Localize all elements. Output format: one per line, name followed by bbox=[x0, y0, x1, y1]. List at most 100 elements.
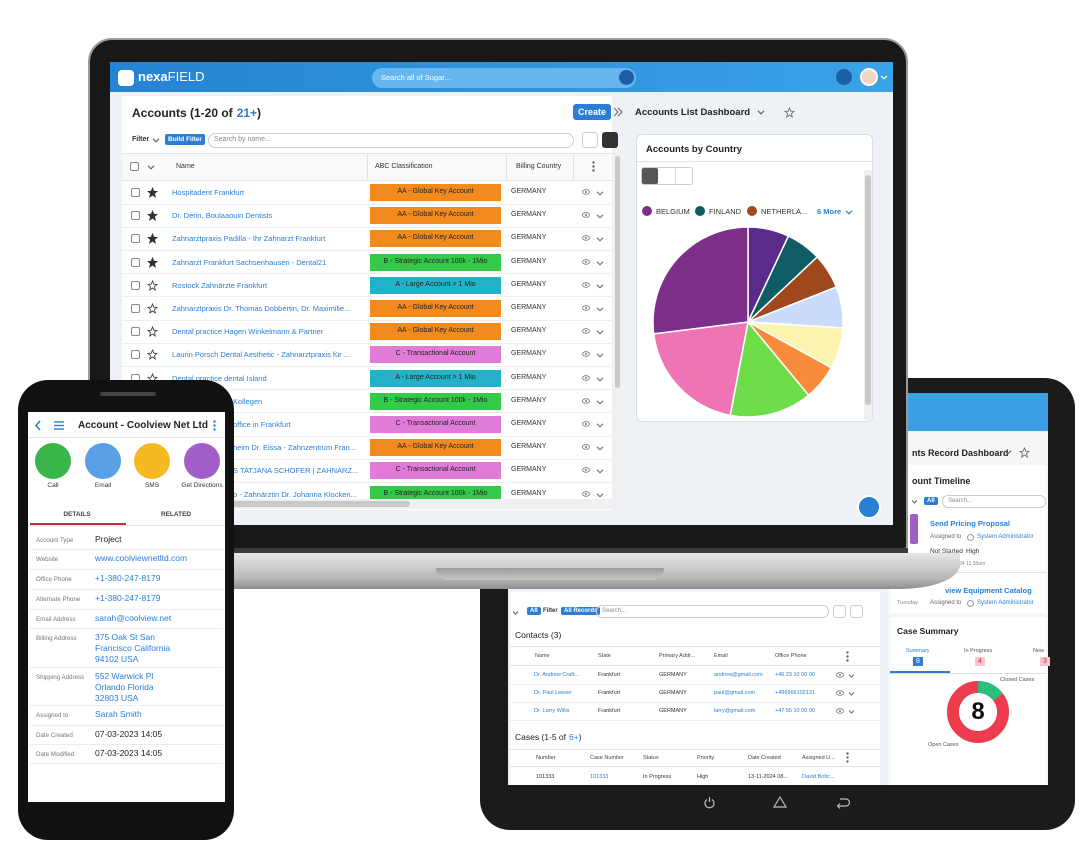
column-header: State bbox=[598, 653, 611, 659]
timeline-item-title[interactable]: Send Pricing Proposal bbox=[930, 519, 1011, 528]
chevron bbox=[596, 446, 604, 451]
list-button[interactable] bbox=[850, 605, 863, 618]
menu-icon bbox=[54, 421, 64, 430]
checkbox[interactable] bbox=[131, 257, 140, 267]
account-name[interactable]: Hospitadent Frankfurt bbox=[172, 188, 245, 197]
help-button[interactable] bbox=[857, 495, 881, 519]
account-name[interactable]: heim Dr. Eissa - Zahnzentrum Fran... bbox=[233, 443, 356, 453]
eye-icon bbox=[582, 421, 590, 427]
contact-link[interactable]: Dr. Andrew Craft... bbox=[534, 672, 579, 678]
cases-title-text: Cases (1-5 of bbox=[515, 732, 567, 742]
all-records-button[interactable]: All Records bbox=[561, 607, 601, 615]
home-icon bbox=[772, 795, 788, 808]
row-separator bbox=[122, 203, 612, 205]
account-name[interactable]: Zahnarzt Frankfurt Sachsenhausen - Denta… bbox=[172, 257, 327, 267]
account-name[interactable]: S TATJANA SCHOFER | ZAHNARZ... bbox=[233, 466, 359, 476]
case-tab-label[interactable]: New bbox=[1033, 648, 1045, 654]
checkbox[interactable] bbox=[130, 162, 139, 171]
field-value[interactable]: Sarah Smith bbox=[95, 709, 142, 719]
records-search[interactable] bbox=[596, 605, 829, 618]
account-name[interactable]: Dr. Derin, Boulaaouin Dentists bbox=[172, 211, 273, 221]
eye-icon bbox=[582, 398, 590, 404]
account-name[interactable]: Zahnarztpraxis Dr. Thomas Dobbertin, Dr.… bbox=[172, 304, 351, 313]
checkbox[interactable] bbox=[131, 350, 140, 360]
field-label: Office Phone bbox=[36, 576, 72, 583]
legend-more[interactable]: 6 More bbox=[817, 207, 842, 216]
field-separator bbox=[30, 549, 223, 550]
card-divider bbox=[636, 161, 873, 162]
contact-link[interactable]: Dr. Paul Leeser bbox=[534, 690, 572, 696]
country: GERMANY bbox=[511, 188, 547, 195]
case-tab-label[interactable]: Summary bbox=[906, 648, 930, 654]
kebab-icon bbox=[846, 752, 849, 763]
pie-slice bbox=[729, 320, 810, 418]
create-button[interactable]: Create bbox=[573, 104, 612, 120]
assignee[interactable]: System Administrator bbox=[977, 600, 1034, 606]
global-search[interactable] bbox=[372, 68, 636, 88]
filter-button[interactable] bbox=[677, 168, 693, 184]
country: GERMANY bbox=[511, 327, 547, 335]
bell-button[interactable] bbox=[836, 69, 852, 85]
checkbox[interactable] bbox=[131, 211, 140, 221]
action-button[interactable] bbox=[134, 443, 170, 479]
contact-link[interactable]: Dr. Larry Willis bbox=[534, 708, 570, 714]
field-value[interactable]: 375 Oak St San bbox=[95, 632, 156, 642]
avatar-icon bbox=[967, 600, 974, 607]
field-value[interactable]: Orlando Florida bbox=[95, 682, 154, 692]
country: GERMANY bbox=[511, 211, 547, 219]
all-button[interactable]: All bbox=[527, 607, 541, 615]
field-value[interactable]: 552 Warwick Pl bbox=[95, 671, 154, 681]
assignee[interactable]: System Administrator bbox=[977, 534, 1034, 540]
refresh-button[interactable] bbox=[582, 132, 598, 148]
field-separator bbox=[30, 609, 223, 610]
account-name[interactable]: Rostock Zahnärzte Frankfurt bbox=[172, 280, 268, 290]
active-tab-underline bbox=[890, 671, 950, 673]
avatar[interactable] bbox=[860, 68, 878, 86]
eye-icon bbox=[836, 672, 844, 678]
build-filter-button[interactable]: Build Filter bbox=[165, 134, 205, 145]
timeline-search[interactable] bbox=[942, 495, 1046, 508]
timeline-item-title[interactable]: view Equipment Catalog bbox=[945, 586, 1032, 595]
open-label: Open Cases bbox=[928, 742, 959, 748]
field-value[interactable]: Francisco California bbox=[95, 643, 171, 653]
column-header: ABC Classification bbox=[375, 163, 433, 170]
action-button[interactable] bbox=[85, 443, 121, 479]
case-tab-label[interactable]: In Progress bbox=[964, 648, 993, 654]
field-value[interactable]: sarah@coolview.net bbox=[95, 613, 172, 623]
all-button[interactable]: All bbox=[924, 497, 938, 505]
detail-tab[interactable]: DETAILS bbox=[63, 511, 91, 518]
checkbox[interactable] bbox=[131, 304, 140, 313]
eye-icon bbox=[582, 374, 590, 381]
checkbox[interactable] bbox=[131, 234, 140, 244]
field-value[interactable]: 32803 USA bbox=[95, 693, 139, 703]
contact-link: +46 23 10 00 00 bbox=[775, 672, 815, 678]
field-value[interactable]: +1-380-247-8179 bbox=[95, 573, 161, 583]
detail-tab[interactable]: RELATED bbox=[160, 511, 192, 518]
refresh-button[interactable] bbox=[833, 605, 846, 618]
account-name[interactable]: Zahnarztpraxis Padilla - Ihr Zahnarzt Fr… bbox=[172, 234, 326, 244]
field-value[interactable]: +1-380-247-8179 bbox=[95, 593, 161, 603]
field-value[interactable]: www.coolviewnetltd.com bbox=[95, 553, 188, 563]
field-label: Account Type bbox=[36, 537, 74, 544]
account-name[interactable]: Kollegen bbox=[233, 396, 263, 406]
pie-button[interactable] bbox=[642, 168, 658, 184]
field-value[interactable]: 94102 USA bbox=[95, 654, 139, 664]
account-name[interactable]: office in Frankfurt bbox=[233, 420, 291, 429]
column-separator bbox=[573, 153, 574, 181]
account-name[interactable]: Dental practice dental Island bbox=[172, 373, 267, 383]
checkbox[interactable] bbox=[131, 327, 140, 337]
action-button[interactable] bbox=[35, 443, 71, 479]
table-button[interactable] bbox=[660, 168, 676, 184]
row-separator bbox=[122, 389, 612, 391]
list-button[interactable] bbox=[602, 132, 618, 148]
account-search[interactable] bbox=[208, 133, 574, 148]
chart-toolbar bbox=[641, 167, 693, 185]
checkbox[interactable] bbox=[131, 280, 140, 290]
search-button[interactable] bbox=[619, 70, 634, 85]
action-button[interactable] bbox=[184, 443, 220, 479]
checkbox[interactable] bbox=[131, 188, 140, 197]
account-name[interactable]: Laurin Porsch Dental Aesthetic - Zahnarz… bbox=[172, 350, 350, 360]
account-name[interactable]: Dental practice Hagen Winkelmann & Partn… bbox=[172, 327, 324, 337]
chevron bbox=[848, 710, 855, 714]
account-name[interactable]: o - Zahnärztin Dr. Johanna Klocken... bbox=[233, 489, 357, 499]
